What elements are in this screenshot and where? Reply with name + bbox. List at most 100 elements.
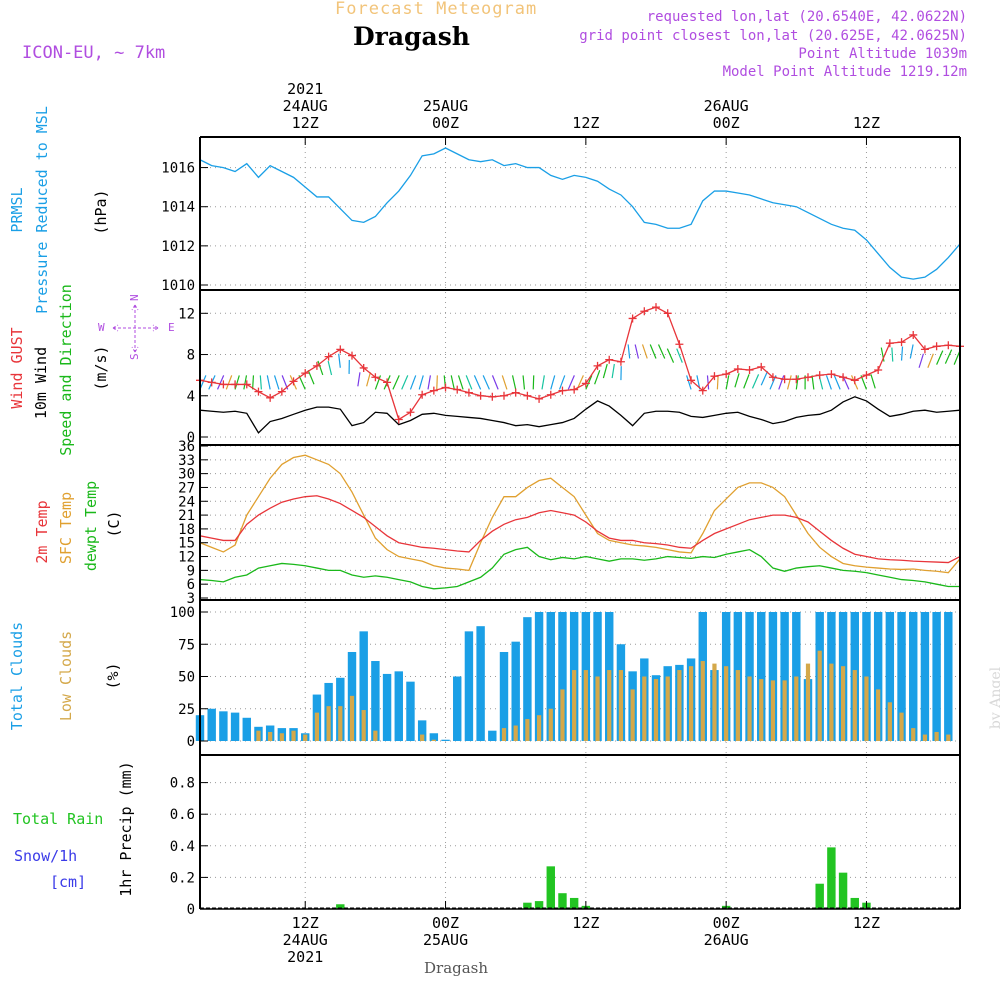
wind-gust-point [745, 366, 754, 374]
wind-direction-arrow [751, 374, 760, 389]
low-clouds-bar [852, 670, 857, 741]
top-time-label: 12Z [853, 114, 880, 132]
wind-gust-point [663, 309, 672, 318]
wind-tick-label: 12 [178, 306, 195, 322]
wind-gust-point [254, 387, 263, 396]
top-time-label: 24AUG [283, 97, 328, 115]
low-clouds-bar [747, 676, 752, 741]
wind-direction-arrow [870, 374, 876, 389]
low-clouds-bar [829, 663, 834, 741]
total-clouds-bar [897, 612, 906, 741]
bottom-time-label: 24AUG [283, 931, 328, 949]
total-clouds-bar [394, 671, 403, 741]
total-clouds-bar [453, 676, 462, 741]
wind-direction-arrow [252, 375, 255, 390]
low-clouds-bar [373, 730, 378, 741]
wind-gust-point [920, 345, 929, 354]
low-clouds-bar [677, 670, 682, 741]
wind-direction-arrow [366, 372, 371, 387]
wind-direction-arrow [602, 363, 608, 379]
total-clouds-bar [207, 708, 216, 741]
wind-gust-point [733, 364, 742, 373]
pressure-tick-label: 1010 [161, 278, 195, 294]
wind-direction-arrow [298, 375, 306, 390]
wind-direction-arrow [833, 375, 841, 390]
precip-ylabel: 1hr Precip (mm) [117, 761, 135, 896]
wind-gust-point [394, 415, 403, 424]
low-clouds-bar [268, 731, 273, 741]
wind-gust-point [429, 386, 438, 395]
total-clouds-bar [909, 612, 918, 741]
low-clouds-bar [642, 676, 647, 741]
wind-gust-point [862, 371, 871, 380]
wind-gust-point [652, 303, 660, 312]
top-time-label: 25AUG [423, 97, 468, 115]
low-clouds-bar [899, 712, 904, 741]
wind-gust-point [500, 391, 508, 400]
rain-bar [534, 901, 544, 909]
total-clouds-bar [546, 612, 555, 741]
top-time-label: 2021 [287, 80, 323, 98]
wind-direction-arrow [522, 375, 526, 390]
wind-gust-point [944, 341, 953, 350]
pressure-unit: (hPa) [92, 189, 110, 234]
total-clouds-bar [873, 612, 883, 741]
wind-gust-point [593, 361, 602, 370]
wind-direction-arrow [259, 375, 262, 390]
bottom-time-label: 25AUG [423, 931, 468, 949]
wind-gust-point [570, 385, 579, 394]
wind-direction-arrow [436, 375, 438, 390]
low-clouds-bar [724, 666, 729, 741]
wind-gust-point [523, 391, 532, 400]
compass-s: S [128, 353, 141, 360]
bottom-time-label: 00Z [432, 914, 459, 932]
wind-direction-arrow [374, 375, 382, 390]
wind-direction-arrow [936, 350, 944, 365]
wind-direction-arrow [491, 375, 499, 390]
clouds-tick-label: 100 [170, 605, 195, 621]
dewpt-temp-line [199, 546, 960, 590]
bottom-time-label: 12Z [292, 914, 319, 932]
wind-direction-arrow [234, 375, 240, 390]
wind-gust-point [219, 380, 228, 389]
total-clouds-bar [499, 651, 509, 741]
sfc-temp-title: SFC Temp [57, 492, 75, 564]
wind-gust-point [289, 377, 298, 386]
wind-direction-arrow [392, 375, 400, 390]
precip-tick-label: 0 [187, 902, 195, 918]
compass-e: E [168, 321, 175, 334]
wind-direction-arrow [725, 375, 730, 390]
wind-direction-arrow [944, 349, 953, 364]
wind-direction-arrow [465, 375, 473, 390]
total-clouds-bar [406, 681, 415, 741]
bottom-time-label: 12Z [853, 914, 880, 932]
wind-gust-point [242, 380, 251, 389]
wind-speed-line [199, 396, 961, 434]
wind-gust-point [558, 386, 567, 395]
top-time-label: 00Z [432, 114, 459, 132]
page-title: Dragash [353, 22, 470, 51]
rain-bar [838, 872, 848, 909]
wind-direction-arrow [795, 375, 799, 390]
total-clouds-bar [359, 631, 368, 741]
requested-coords: requested lon,lat (20.6540E, 42.0622N) [646, 9, 967, 25]
dewpt-temp-title: dewpt Temp [82, 481, 100, 571]
wind-direction-arrow [716, 375, 719, 390]
total-clouds-bar [920, 612, 930, 741]
wind-direction-arrow [909, 344, 914, 359]
wind-tick-label: 4 [187, 389, 195, 405]
wind-gust-point [932, 342, 941, 351]
wind-direction-arrow [266, 375, 271, 390]
subtitle: Forecast Meteogram [335, 0, 538, 19]
wind-direction-arrow [338, 353, 341, 368]
wind-direction-arrow [501, 375, 508, 390]
total-clouds-bar [441, 739, 450, 741]
wind-direction-arrow [734, 373, 740, 388]
wind-direction-arrow [216, 375, 225, 390]
wind-gust-point [418, 390, 427, 399]
wind-direction-arrow [511, 375, 517, 390]
low-clouds-bar [583, 670, 588, 741]
low-clouds-bar [782, 680, 787, 741]
pressure-tick-label: 1016 [161, 161, 195, 177]
wind-gust-point [207, 378, 216, 387]
